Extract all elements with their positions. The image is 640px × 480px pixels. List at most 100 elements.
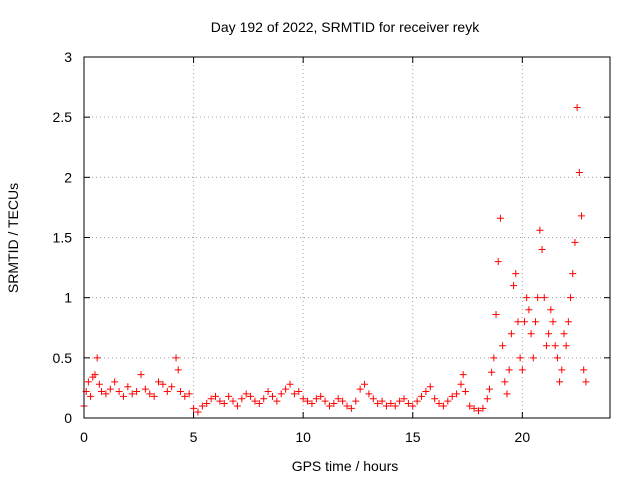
data-point: [545, 330, 553, 338]
data-point: [523, 294, 531, 302]
data-point: [260, 395, 268, 403]
data-point: [507, 330, 515, 338]
data-point: [141, 385, 149, 393]
data-point: [365, 390, 373, 398]
data-point: [317, 392, 325, 400]
data-point: [133, 388, 141, 396]
data-point: [207, 395, 215, 403]
data-point: [185, 390, 193, 398]
data-point: [564, 318, 572, 326]
data-point: [95, 380, 103, 388]
y-tick-label: 2.5: [53, 109, 73, 125]
data-point: [521, 318, 529, 326]
data-point: [282, 385, 290, 393]
data-point: [409, 402, 417, 410]
data-point: [525, 306, 533, 314]
x-tick-label: 0: [80, 429, 88, 445]
data-point: [111, 378, 119, 386]
data-point: [91, 371, 99, 379]
data-point: [220, 400, 228, 408]
data-point: [176, 388, 184, 396]
axis-ticks: 0 0.5 1 1.5 2 2.5 3 0 5 10 15 20: [53, 49, 610, 445]
data-point: [98, 388, 106, 396]
data-point: [426, 383, 434, 391]
data-point: [505, 366, 513, 374]
data-point: [571, 238, 579, 246]
data-point: [168, 383, 176, 391]
data-point: [512, 270, 520, 278]
data-point: [490, 354, 498, 362]
data-point: [549, 318, 557, 326]
data-point: [479, 404, 487, 412]
data-point: [84, 378, 92, 386]
data-point: [444, 397, 452, 405]
data-point: [334, 395, 342, 403]
data-point: [382, 402, 390, 410]
data-point: [106, 385, 114, 393]
x-tick-label: 5: [190, 429, 198, 445]
data-point: [172, 354, 180, 362]
data-point: [93, 354, 101, 362]
data-point: [536, 226, 544, 234]
data-point: [396, 397, 404, 405]
data-point: [225, 392, 233, 400]
data-point: [461, 388, 469, 396]
y-tick-label: 0: [64, 410, 72, 426]
data-point: [413, 397, 421, 405]
grid-layer: [84, 57, 610, 418]
data-point: [404, 400, 412, 408]
data-point: [352, 397, 360, 405]
data-point: [216, 397, 224, 405]
data-point: [547, 306, 555, 314]
data-point: [273, 397, 281, 405]
data-point: [339, 397, 347, 405]
data-point: [304, 397, 312, 405]
data-point: [242, 390, 250, 398]
data-point: [190, 404, 198, 412]
data-point: [238, 395, 246, 403]
y-tick-label: 0.5: [53, 350, 73, 366]
data-point: [431, 395, 439, 403]
data-point: [496, 214, 504, 222]
data-point: [233, 402, 241, 410]
data-point: [115, 388, 123, 396]
data-point: [418, 392, 426, 400]
data-point: [466, 402, 474, 410]
data-point: [542, 342, 550, 350]
x-tick-label: 15: [405, 429, 421, 445]
data-point: [573, 104, 581, 112]
data-point: [485, 385, 493, 393]
data-point: [87, 392, 95, 400]
data-point: [569, 270, 577, 278]
data-point: [580, 366, 588, 374]
data-point: [268, 392, 276, 400]
plot-frame: [83, 56, 611, 419]
data-point: [558, 366, 566, 374]
data-point: [540, 294, 548, 302]
data-point: [582, 378, 590, 386]
data-point: [551, 342, 559, 350]
data-point: [378, 397, 386, 405]
data-point: [556, 378, 564, 386]
data-point: [155, 378, 163, 386]
data-point: [527, 330, 535, 338]
data-point: [387, 400, 395, 408]
data-point: [212, 392, 219, 400]
data-point: [516, 354, 524, 362]
data-point: [575, 169, 583, 177]
data-point: [501, 378, 509, 386]
data-point: [194, 408, 202, 416]
data-point: [264, 388, 272, 396]
data-point: [567, 294, 575, 302]
data-point: [494, 258, 502, 266]
data-point: [286, 380, 294, 388]
data-point: [247, 392, 255, 400]
data-point: [159, 380, 167, 388]
x-tick-label: 10: [295, 429, 311, 445]
data-point: [119, 392, 127, 400]
data-point: [459, 371, 467, 379]
data-point: [483, 395, 491, 403]
y-tick-label: 1.5: [53, 230, 73, 246]
data-point: [453, 390, 461, 398]
